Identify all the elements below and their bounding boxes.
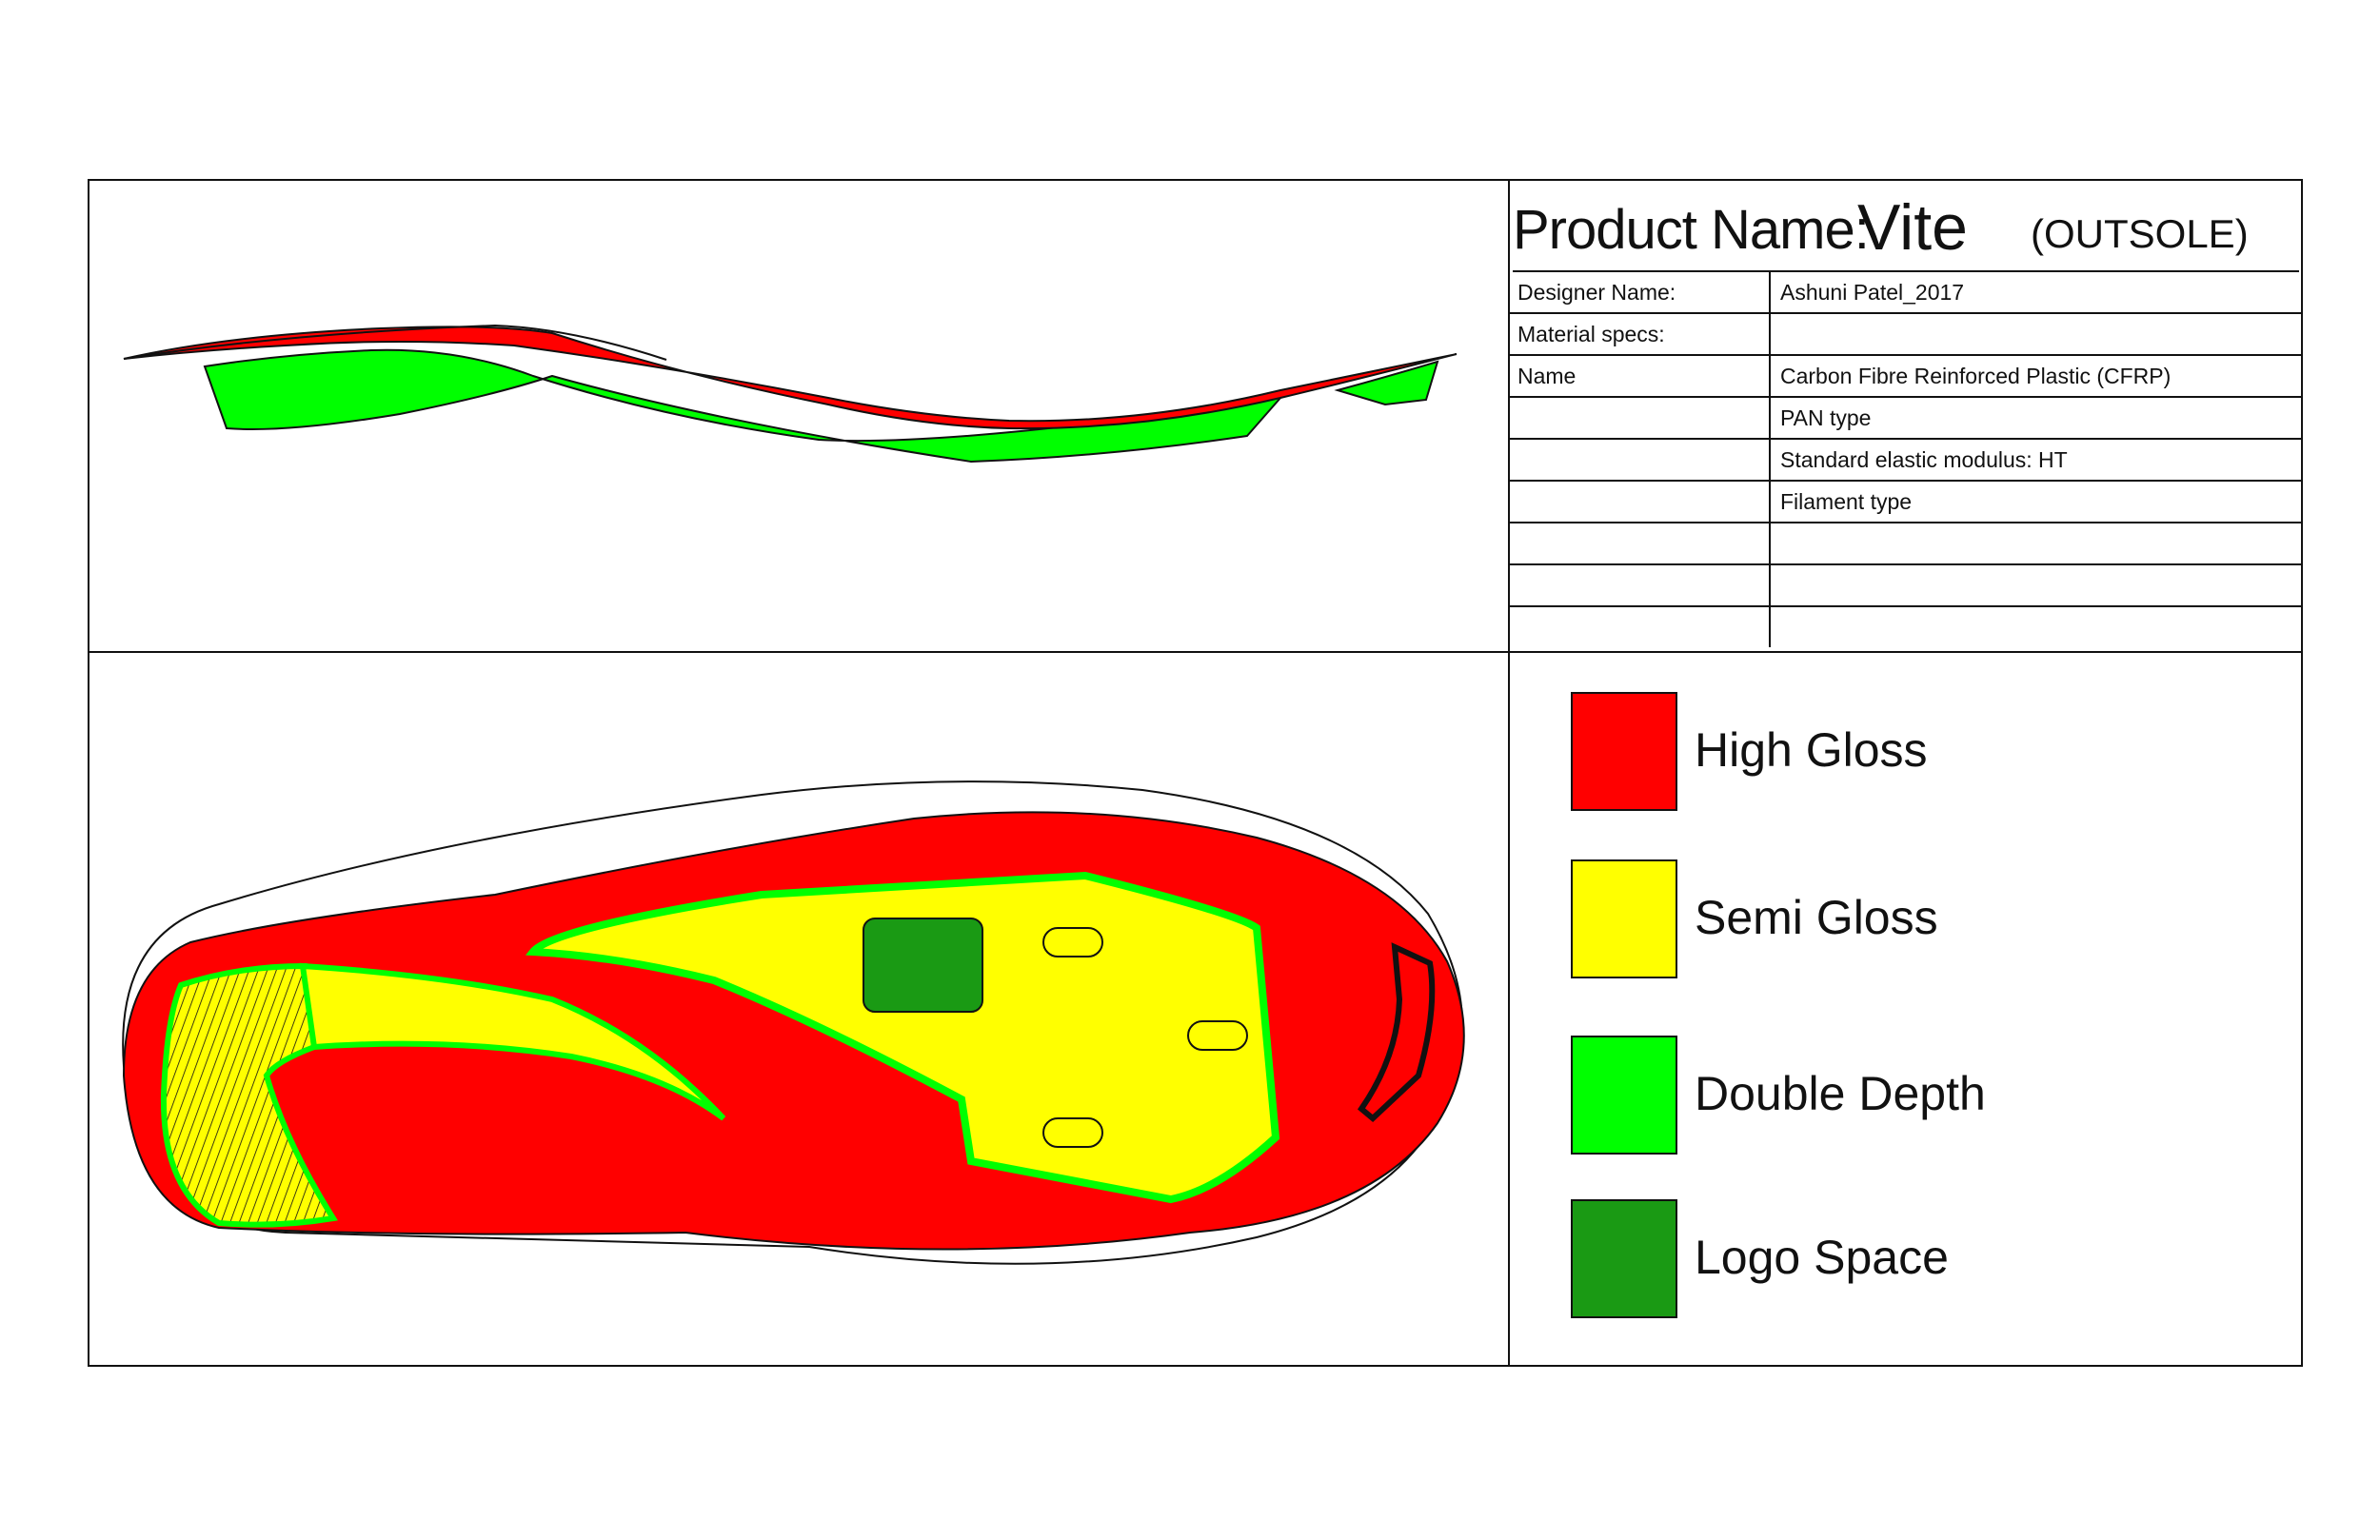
spec-row xyxy=(1510,607,2301,649)
horizontal-divider xyxy=(88,651,2303,653)
outsole-side-profile xyxy=(123,324,1458,464)
spec-key: Designer Name: xyxy=(1510,272,1771,312)
legend-swatch xyxy=(1571,1036,1677,1155)
spec-key xyxy=(1510,523,1771,563)
cleat-slot xyxy=(1042,1117,1103,1148)
logo-space-region xyxy=(863,918,983,1013)
spec-row xyxy=(1510,523,2301,565)
spec-row: Designer Name: Ashuni Patel_2017 xyxy=(1510,272,2301,314)
legend-item-logo-space: Logo Space xyxy=(1571,1199,2294,1323)
spec-key xyxy=(1510,440,1771,480)
spec-value: Carbon Fibre Reinforced Plastic (CFRP) xyxy=(1780,364,2172,388)
legend-item-double-depth: Double Depth xyxy=(1571,1036,2294,1159)
spec-table: Designer Name: Ashuni Patel_2017 Materia… xyxy=(1510,272,2301,649)
outsole-bottom-view xyxy=(122,780,1465,1265)
spec-row: Filament type xyxy=(1510,482,2301,523)
spec-key: Name xyxy=(1510,356,1771,396)
spec-key xyxy=(1510,565,1771,605)
spec-value: Standard elastic modulus: HT xyxy=(1780,447,2068,472)
spec-key xyxy=(1510,482,1771,522)
spec-value xyxy=(1773,607,2296,647)
spec-key xyxy=(1510,398,1771,438)
spec-row: Standard elastic modulus: HT xyxy=(1510,440,2301,482)
spec-value xyxy=(1773,565,2296,605)
spec-value xyxy=(1773,314,2296,354)
drawing-frame xyxy=(88,179,2303,1367)
product-part-label: (OUTSOLE) xyxy=(2031,211,2249,256)
profile-double-depth-region xyxy=(203,348,1283,464)
legend-item-high-gloss: High Gloss xyxy=(1571,692,2294,816)
cleat-slot xyxy=(1187,1020,1248,1051)
legend-label: Double Depth xyxy=(1695,1067,1986,1120)
legend-swatch xyxy=(1571,859,1677,978)
legend-label: High Gloss xyxy=(1695,723,1928,777)
spec-row: Material specs: xyxy=(1510,314,2301,356)
legend-label: Logo Space xyxy=(1695,1231,1949,1284)
legend-label: Semi Gloss xyxy=(1695,891,1938,944)
legend-swatch xyxy=(1571,692,1677,811)
spec-row: Name Carbon Fibre Reinforced Plastic (CF… xyxy=(1510,356,2301,398)
spec-value xyxy=(1773,523,2296,563)
profile-high-gloss-layer xyxy=(123,326,1458,430)
legend-item-semi-gloss: Semi Gloss xyxy=(1571,859,2294,983)
toe-semi-gloss-band xyxy=(299,962,726,1121)
spec-value: PAN type xyxy=(1780,405,1872,430)
spec-row: PAN type xyxy=(1510,398,2301,440)
heel-pad-region xyxy=(1357,942,1436,1123)
cleat-slot xyxy=(1042,927,1103,958)
profile-heel-pad xyxy=(1334,360,1439,406)
legend-swatch xyxy=(1571,1199,1677,1318)
product-name-value: Vite xyxy=(1857,191,1968,264)
title-block: Product Name: Vite (OUTSOLE) xyxy=(1513,183,2299,272)
spec-key: Material specs: xyxy=(1510,314,1771,354)
profile-outline xyxy=(123,324,667,361)
vertical-divider xyxy=(1508,179,1510,1367)
spec-key xyxy=(1510,607,1771,647)
spec-value: Filament type xyxy=(1780,489,1913,514)
product-name-label: Product Name: xyxy=(1513,199,1870,261)
spec-row xyxy=(1510,565,2301,607)
spec-value: Ashuni Patel_2017 xyxy=(1780,280,1965,305)
